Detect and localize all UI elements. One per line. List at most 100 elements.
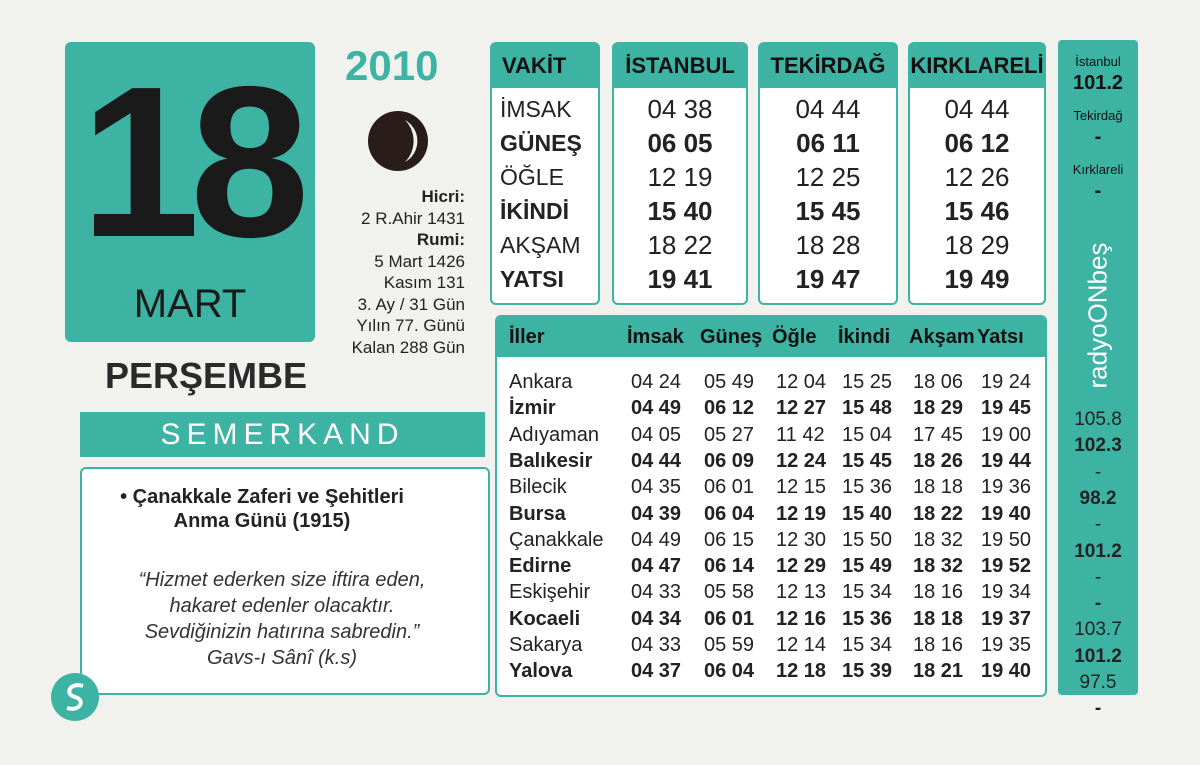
- event: • Çanakkale Zaferi ve Şehitleri Anma Gün…: [120, 486, 404, 532]
- city-time: 12 19: [647, 162, 713, 192]
- vakit-label: ÖĞLE: [500, 164, 564, 190]
- quote-author: Gavs-ı Sânî (k.s): [206, 647, 358, 669]
- vakit-label: İMSAK: [500, 96, 572, 122]
- year: 2010: [345, 42, 439, 89]
- brand: SEMERKAND: [160, 418, 405, 451]
- province-name: Balıkesir: [509, 449, 593, 472]
- city-time: 12 26: [944, 162, 1010, 192]
- time-cell: 04 34: [631, 607, 682, 630]
- time-cell: 12 04: [776, 371, 827, 393]
- province-name: Bursa: [509, 502, 566, 525]
- radio-frequency: -: [1094, 593, 1102, 615]
- province-name: İzmir: [509, 397, 556, 420]
- time-cell: 18 16: [913, 634, 964, 656]
- province-name: Edirne: [509, 555, 572, 578]
- city-time: 04 44: [944, 94, 1010, 124]
- radio-frequency: 103.7: [1074, 619, 1122, 641]
- vakit-label: AKŞAM: [500, 232, 581, 258]
- time-cell: 12 15: [776, 476, 827, 499]
- time-cell: 15 49: [842, 555, 893, 578]
- city-column: TEKİRDAĞ 04 44 06 11 12 25 15 45 18 28 19 47: [758, 42, 898, 305]
- radio-city: Kırklareli: [1072, 162, 1124, 177]
- city-time: 18 22: [647, 230, 713, 260]
- city-time: 04 38: [647, 94, 713, 124]
- time-cell: 12 29: [776, 555, 827, 578]
- city-time: 12 25: [795, 162, 861, 192]
- info-block: Hicri: 2 R.Ahir 1431 Rumi: 5 Mart 1426 K…: [320, 186, 465, 358]
- quote-line: hakaret edenler olacaktır.: [169, 595, 395, 617]
- radio-city: Tekirdağ: [1073, 108, 1123, 123]
- radio-frequency: -: [1094, 180, 1102, 202]
- info-line: Kasım 131: [383, 273, 465, 292]
- time-cell: 04 33: [631, 581, 682, 604]
- province-name: Sakarya: [509, 634, 583, 656]
- time-cell: 05 59: [704, 634, 755, 656]
- time-cell: 11 42: [776, 423, 825, 446]
- time-cell: 15 45: [842, 449, 893, 472]
- radio-frequency: 101.2: [1072, 72, 1124, 94]
- radio-frequency: -: [1094, 698, 1102, 720]
- rumi-date: 5 Mart 1426: [374, 251, 465, 271]
- table-header: Yatsı: [977, 326, 1024, 348]
- time-cell: 15 40: [842, 502, 893, 525]
- table-header: Öğle: [772, 326, 817, 348]
- city-header: TEKİRDAĞ: [760, 44, 896, 88]
- time-cell: 18 26: [913, 449, 964, 472]
- time-cell: 06 01: [704, 607, 755, 630]
- event-text: Çanakkale Zaferi ve Şehitleri Anma Günü …: [132, 486, 404, 532]
- city-column: İSTANBUL 04 38 06 05 12 19 15 40 18 22 19 41: [612, 42, 748, 305]
- city-time: 19 47: [795, 264, 861, 294]
- time-cell: 04 49: [631, 528, 682, 551]
- city-time: 15 40: [647, 196, 713, 226]
- table-header: Akşam: [909, 326, 975, 348]
- city-time: 04 44: [795, 94, 861, 124]
- time-cell: 12 19: [776, 502, 827, 525]
- quote-line: “Hizmet ederken size iftira eden,: [138, 569, 426, 591]
- city-time: 18 29: [944, 230, 1010, 260]
- time-cell: 15 34: [842, 634, 893, 656]
- time-cell: 04 33: [631, 634, 682, 656]
- table-header: İkindi: [838, 326, 891, 348]
- vakit-header: VAKİT: [492, 44, 598, 88]
- time-cell: 18 22: [913, 502, 964, 525]
- time-cell: 15 36: [842, 476, 893, 499]
- time-cell: 12 14: [776, 634, 827, 656]
- province-name: Çanakkale: [509, 528, 604, 551]
- table-header: İller: [509, 326, 545, 348]
- radio-frequency: 98.2: [1079, 487, 1117, 509]
- time-cell: 19 45: [981, 397, 1032, 420]
- moon-phase: [368, 111, 428, 171]
- time-cell: 19 37: [981, 607, 1032, 630]
- vakit-column: VAKİT İMSAK GÜNEŞ ÖĞLE İKİNDİ AKŞAM YATSI: [490, 42, 600, 305]
- time-cell: 06 09: [704, 449, 755, 472]
- time-cell: 15 25: [842, 371, 893, 393]
- radio-frequency: -: [1094, 514, 1102, 536]
- date-box: 18 MART: [65, 42, 315, 342]
- table-header-bar: [497, 317, 1045, 357]
- radio-column: İstanbul 101.2 Tekirdağ - Kırklareli - radyoON…: [1058, 40, 1138, 719]
- time-cell: 15 34: [842, 581, 893, 604]
- time-cell: 18 18: [913, 607, 964, 630]
- info-line: Yılın 77. Günü: [356, 316, 465, 335]
- hijri-label: Hicri:: [421, 187, 465, 206]
- time-cell: 15 50: [842, 528, 893, 551]
- time-cell: 06 14: [704, 555, 755, 578]
- city-time: 15 46: [944, 196, 1010, 226]
- month: MART: [133, 282, 247, 326]
- radio-brand: radyoONbeş: [1082, 242, 1113, 389]
- city-time: 15 45: [795, 196, 861, 226]
- city-time: 06 05: [647, 128, 713, 158]
- radio-frequency: 102.3: [1074, 435, 1122, 457]
- weekday: PERŞEMBE: [105, 355, 308, 396]
- prayer-times-top: VAKİT İMSAK GÜNEŞ ÖĞLE İKİNDİ AKŞAM YATSI İSTAN…: [490, 42, 1050, 307]
- info-line: 3. Ay / 31 Gün: [357, 294, 465, 314]
- radio-frequency: -: [1094, 126, 1102, 148]
- time-cell: 06 12: [704, 397, 755, 420]
- time-cell: 15 39: [842, 660, 893, 683]
- time-cell: 18 16: [913, 581, 964, 604]
- time-cell: 06 04: [704, 660, 755, 683]
- city-time: 19 41: [647, 264, 713, 294]
- province-name: Bilecik: [509, 476, 567, 499]
- time-cell: 17 45: [913, 423, 964, 446]
